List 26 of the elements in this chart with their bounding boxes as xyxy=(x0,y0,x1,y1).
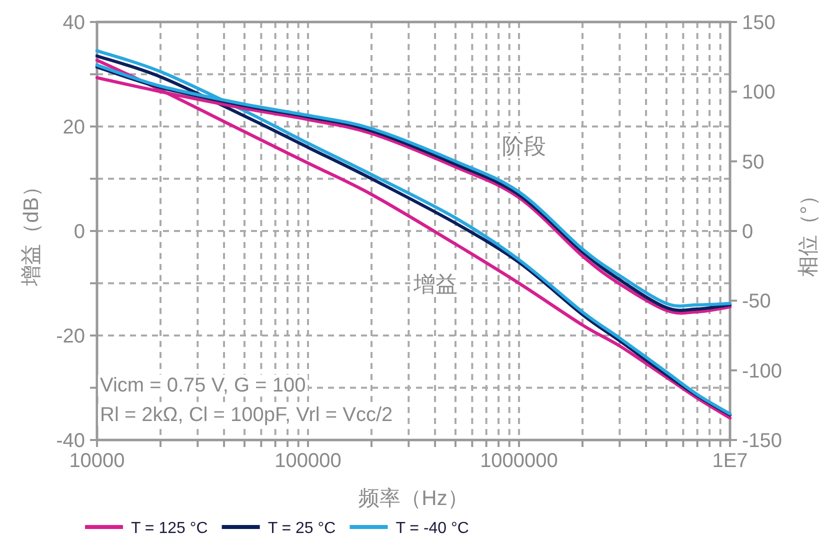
x-axis-title: 频率（Hz） xyxy=(358,487,468,510)
y-tick-label: -40 xyxy=(56,430,85,452)
annotation: 阶段 xyxy=(502,133,546,158)
annotation: Vicm = 0.75 V, G = 100 xyxy=(100,374,306,397)
y-tick-label: 40 xyxy=(62,12,85,34)
x-tick-label: 10000 xyxy=(69,450,125,472)
y2-tick-label: 100 xyxy=(742,82,776,104)
y2-tick-label: -150 xyxy=(742,430,782,452)
y2-tick-label: -100 xyxy=(742,360,782,382)
y-tick-label: -20 xyxy=(56,326,85,348)
y2-tick-label: 0 xyxy=(742,221,754,243)
legend-label: T = -40 °C xyxy=(396,520,469,537)
y2-tick-label: 50 xyxy=(742,151,764,174)
annotation: Rl = 2kΩ, Cl = 100pF, Vrl = Vcc/2 xyxy=(100,404,393,426)
x-tick-label: 1E7 xyxy=(712,450,748,472)
legend-label: T = 25 °C xyxy=(268,520,336,537)
annotation: 增益 xyxy=(412,271,458,296)
y-tick-label: 0 xyxy=(74,221,85,243)
y2-tick-label: -50 xyxy=(742,290,771,313)
y2-axis-title: 相位（°） xyxy=(797,184,820,278)
y2-tick-label: 150 xyxy=(742,12,776,34)
legend-label: T = 125 °C xyxy=(131,520,208,537)
x-tick-label: 100000 xyxy=(274,450,342,472)
y-axis-title: 增益（dB） xyxy=(20,176,43,287)
y-tick-label: 20 xyxy=(62,116,85,138)
x-tick-label: 1000000 xyxy=(480,450,558,472)
